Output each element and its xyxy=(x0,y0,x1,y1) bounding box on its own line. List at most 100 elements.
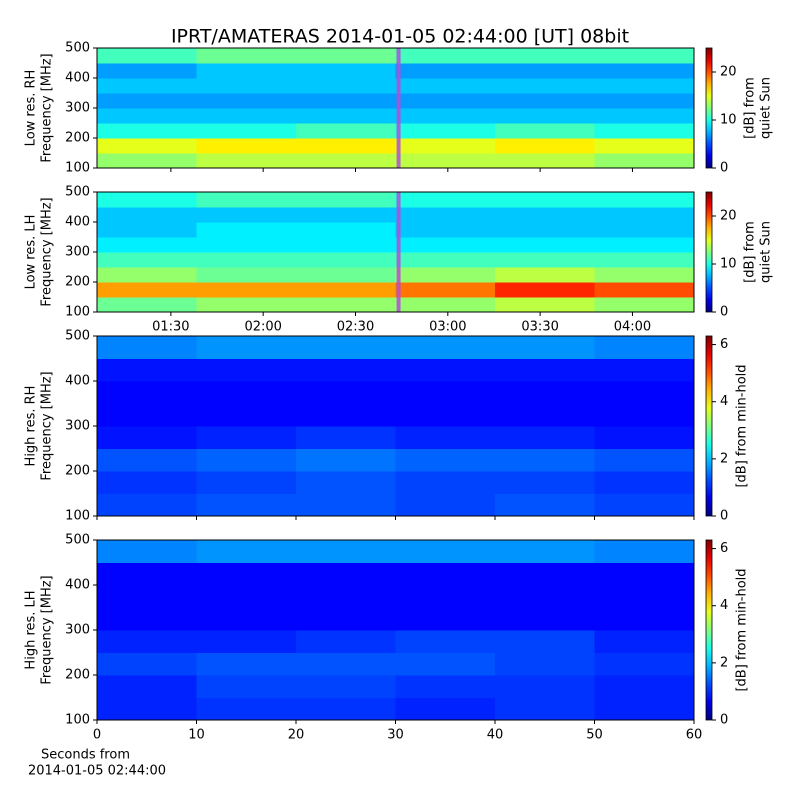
heatmap-cell xyxy=(196,607,297,631)
heatmap-cell xyxy=(97,471,197,494)
heatmap-cell xyxy=(196,63,297,79)
heatmap-cell xyxy=(97,78,197,94)
heatmap-cell xyxy=(594,607,695,631)
heatmap-cell xyxy=(296,403,396,427)
heatmap-cell xyxy=(395,540,496,563)
heatmap-cell xyxy=(97,237,197,253)
heatmap-cell xyxy=(495,93,595,109)
heatmap-cell xyxy=(594,237,695,253)
heatmap-cell xyxy=(495,381,595,404)
y-tick-label: 200 xyxy=(65,275,90,290)
heatmap-cell xyxy=(196,78,297,94)
figure-title: IPRT/AMATERAS 2014-01-05 02:44:00 [UT] 0… xyxy=(171,26,629,48)
heatmap-cell xyxy=(97,192,197,208)
colorbar xyxy=(705,47,713,169)
heatmap-cell xyxy=(495,471,595,494)
heatmap-cell xyxy=(196,297,297,313)
y-axis-label: Low res. RH xyxy=(24,70,39,147)
heatmap-cell xyxy=(495,585,595,608)
heatmap-cell xyxy=(296,585,396,608)
heatmap-cell xyxy=(395,297,496,313)
heatmap-cell xyxy=(594,78,695,94)
heatmap-cell xyxy=(196,358,297,382)
heatmap-cell xyxy=(296,138,396,154)
y-axis-label: Frequency [MHz] xyxy=(40,575,55,684)
heatmap-cell xyxy=(594,48,695,64)
heatmap-cell xyxy=(594,282,695,298)
heatmap-cell xyxy=(594,358,695,382)
heatmap-cell xyxy=(495,138,595,154)
y-tick-label: 400 xyxy=(65,71,90,86)
heatmap-cell xyxy=(296,48,396,64)
colorbar-tick-label: 0 xyxy=(720,509,728,524)
heatmap-cell xyxy=(395,403,496,427)
heatmap-cell xyxy=(97,93,197,109)
heatmap-cell xyxy=(296,123,396,139)
heatmap-cell xyxy=(395,63,496,79)
heatmap-cell xyxy=(395,381,496,404)
heatmap-cell xyxy=(395,607,496,631)
heatmap-cell xyxy=(196,585,297,608)
heatmap-cell xyxy=(97,562,197,586)
heatmap-cell xyxy=(594,252,695,268)
heatmap-cell xyxy=(495,252,595,268)
heatmap-cell xyxy=(395,267,496,283)
heatmap-cell xyxy=(296,358,396,382)
heatmap-cell xyxy=(594,153,695,169)
heatmap-cell xyxy=(196,652,297,676)
heatmap-cell xyxy=(97,403,197,427)
heatmap-cell xyxy=(196,493,297,517)
heatmap-cell xyxy=(594,630,695,653)
y-tick-label: 500 xyxy=(65,41,90,56)
colorbar-tick-label: 0 xyxy=(720,161,728,176)
heatmap-cell xyxy=(97,358,197,382)
heatmap-cell xyxy=(395,562,496,586)
y-tick-label: 400 xyxy=(65,215,90,230)
heatmap-cell xyxy=(395,448,496,472)
heatmap-cell xyxy=(97,675,197,698)
colorbar-label: quiet Sun xyxy=(759,77,774,139)
heatmap-cell xyxy=(97,585,197,608)
y-axis-label: High res. RH xyxy=(24,386,39,467)
heatmap-cell xyxy=(296,540,396,563)
heatmap-cell xyxy=(495,237,595,253)
heatmap-cell xyxy=(594,585,695,608)
heatmap-cell xyxy=(594,93,695,109)
heatmap-cell xyxy=(495,48,595,64)
heatmap-cell xyxy=(495,297,595,313)
heatmap-cell xyxy=(196,267,297,283)
colorbar-tick-label: 10 xyxy=(720,113,737,128)
heatmap-cell xyxy=(196,630,297,653)
heatmap-cell xyxy=(196,192,297,208)
colorbar xyxy=(705,335,713,517)
heatmap-cell xyxy=(395,585,496,608)
heatmap-cell xyxy=(594,403,695,427)
heatmap-cell xyxy=(196,153,297,169)
heatmap-cell xyxy=(495,403,595,427)
heatmap-cell xyxy=(395,282,496,298)
heatmap-cell xyxy=(196,93,297,109)
heatmap-cell xyxy=(97,297,197,313)
y-tick-label: 100 xyxy=(65,509,90,524)
colorbar-label: [dB] from min-hold xyxy=(735,568,750,691)
x-tick-label: 03:30 xyxy=(521,320,558,335)
heatmap-cell xyxy=(296,63,396,79)
heatmap-cell xyxy=(296,78,396,94)
heatmap-cell xyxy=(97,697,197,721)
heatmap-cell xyxy=(495,493,595,517)
y-tick-label: 100 xyxy=(65,305,90,320)
heatmap-cell xyxy=(296,207,396,223)
heatmap-cell xyxy=(395,93,496,109)
heatmap-cell xyxy=(495,282,595,298)
x-tick-label: 02:30 xyxy=(337,320,374,335)
heatmap-cell xyxy=(97,607,197,631)
heatmap-cell xyxy=(495,63,595,79)
heatmap-cell xyxy=(594,448,695,472)
heatmap-cell xyxy=(594,207,695,223)
heatmap-cell xyxy=(395,192,496,208)
colorbar-tick-label: 6 xyxy=(720,337,728,352)
heatmap-cell xyxy=(97,336,197,359)
heatmap-cell xyxy=(594,471,695,494)
heatmap-cell xyxy=(594,562,695,586)
